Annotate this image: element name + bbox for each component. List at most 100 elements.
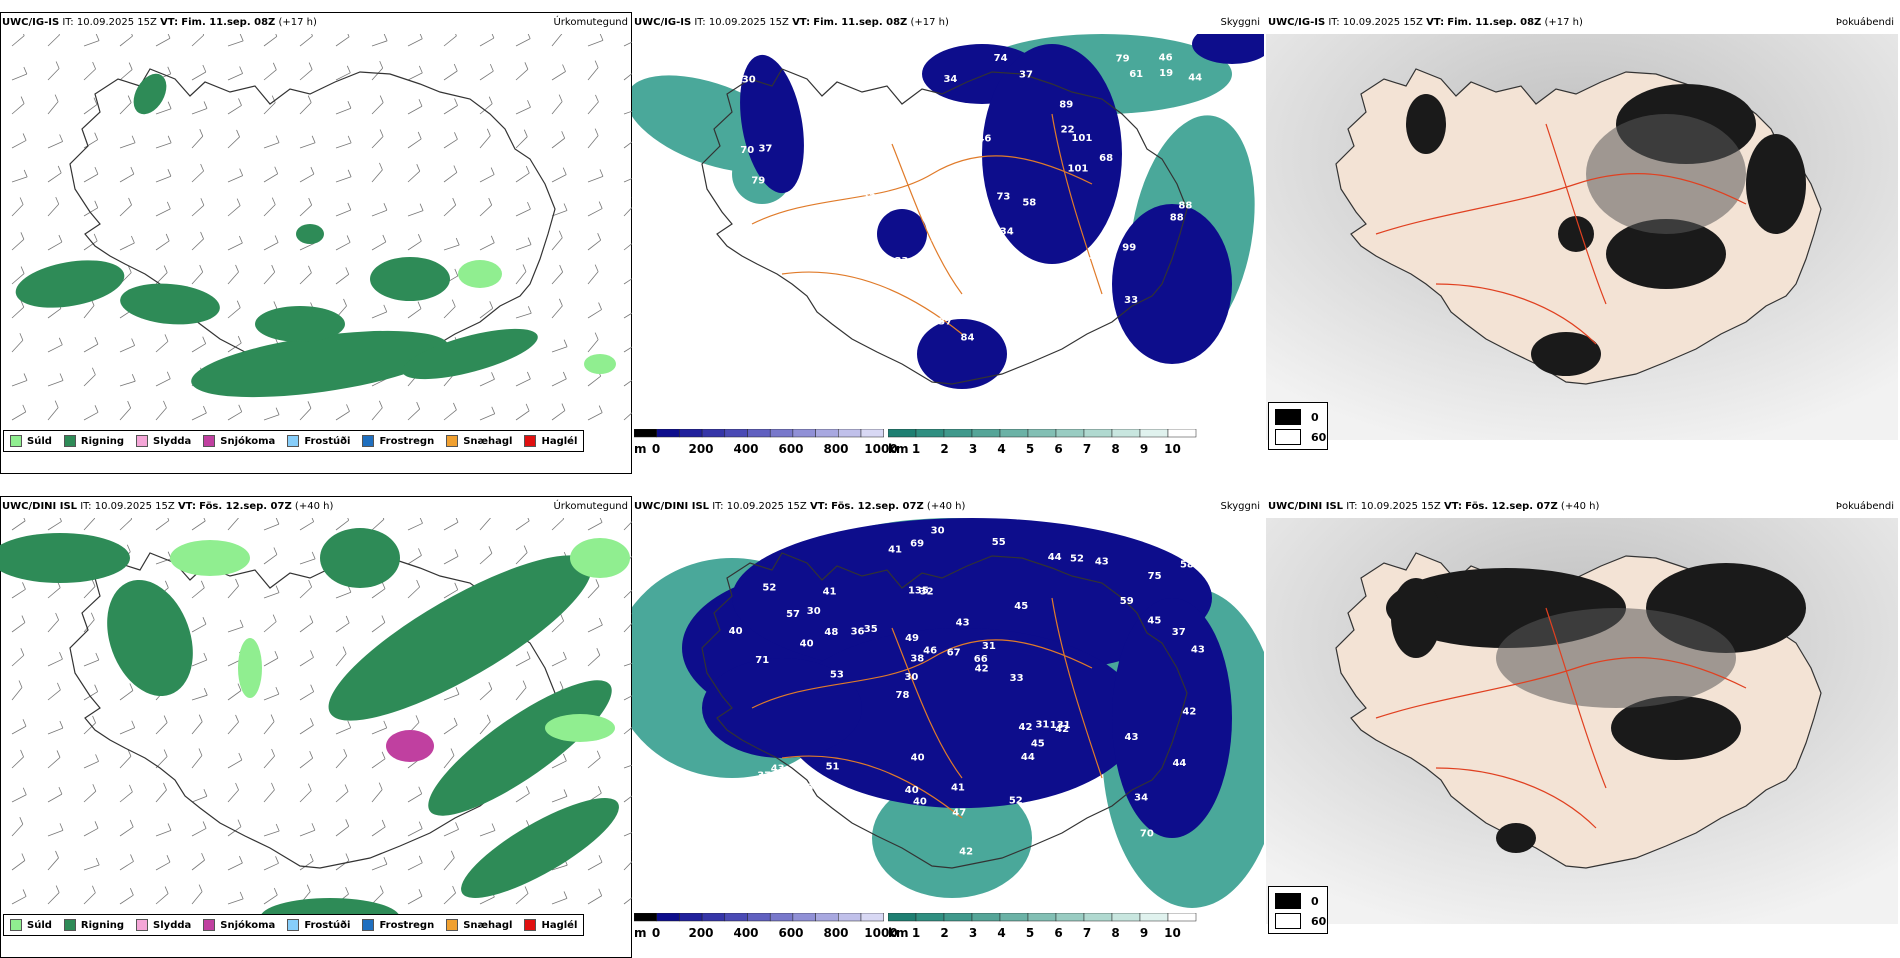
visibility-value: 34: [736, 814, 750, 825]
visibility-value: 58: [755, 805, 769, 816]
variable-name: Skyggni: [1220, 17, 1260, 28]
visibility-value: 42: [1182, 707, 1196, 718]
snow-areas: [386, 730, 434, 762]
m-scale-bar: [634, 913, 884, 927]
visibility-value: 16: [778, 851, 792, 862]
scale-tick: 7: [1083, 442, 1091, 456]
scale-tick: 5: [1026, 926, 1034, 940]
visibility-value: 44: [1048, 552, 1062, 563]
visibility-value: 58: [1180, 559, 1194, 570]
valid-label: VT:: [810, 501, 828, 512]
fog-legend-row: 0: [1275, 409, 1319, 425]
run-header: UWC/DINI ISL IT: 10.09.2025 15Z VT: Fös.…: [634, 501, 965, 512]
fog-legend-swatch: [1275, 913, 1301, 929]
visibility-map: 7071757845551354343353434323142526943424…: [632, 518, 1264, 924]
visibility-value: 84: [814, 149, 828, 160]
legend-swatch: [10, 435, 22, 447]
visibility-value: 41: [888, 544, 902, 555]
visibility-panel: UWC/IG-IS IT: 10.09.2025 15Z VT: Fim. 11…: [632, 12, 1264, 474]
legend-label: Snjókoma: [220, 920, 275, 931]
visibility-value: 37: [1019, 69, 1033, 80]
lead-time: (+40 h): [295, 501, 333, 512]
legend-item: Snjókoma: [203, 919, 275, 931]
variable-name: Þokuábendi: [1836, 501, 1894, 512]
visibility-value: 40: [729, 626, 743, 637]
scale-tick: 200: [688, 926, 713, 940]
scale-tick: 3: [969, 442, 977, 456]
visibility-value: 22: [1061, 125, 1075, 136]
lead-time: (+40 h): [1561, 501, 1599, 512]
legend-swatch: [203, 919, 215, 931]
scale-tick: 800: [823, 442, 848, 456]
visibility-value: 78: [826, 166, 840, 177]
scale-tick: 10: [1164, 442, 1181, 456]
legend-swatch: [524, 919, 536, 931]
visibility-value: 43: [771, 764, 785, 775]
visibility-value: 46: [1159, 53, 1173, 64]
run-header: UWC/DINI ISL IT: 10.09.2025 15Z VT: Fös.…: [2, 501, 333, 512]
scale-tick: 400: [733, 442, 758, 456]
legend-swatch: [10, 919, 22, 931]
legend-swatch: [203, 435, 215, 447]
visibility-value: 45: [1031, 739, 1045, 750]
scale-tick: 3: [969, 926, 977, 940]
fog-legend-swatch: [1275, 429, 1301, 445]
visibility-value: 114: [987, 257, 1008, 268]
valid-time: Fim. 11.sep. 08Z: [1447, 17, 1541, 28]
visibility-value: 33: [824, 824, 838, 835]
run-header: UWC/IG-IS IT: 10.09.2025 15Z VT: Fim. 11…: [2, 17, 317, 28]
legend-item: Frostúði: [287, 919, 350, 931]
visibility-value: 101: [1067, 164, 1088, 175]
visibility-value: 91: [862, 75, 876, 86]
visibility-value: 44: [1021, 752, 1035, 763]
legend-item: Snæhagl: [446, 919, 512, 931]
scale-tick: 400: [733, 926, 758, 940]
visibility-value: 84: [1027, 339, 1041, 350]
fog-legend-value: 60: [1311, 915, 1326, 928]
legend-swatch: [136, 919, 148, 931]
fog-index-mid: [1496, 608, 1736, 708]
legend-swatch: [524, 435, 536, 447]
legend-swatch: [446, 435, 458, 447]
init-label: IT:: [80, 501, 91, 512]
visibility-value: 73: [996, 192, 1010, 203]
scale-unit: km: [888, 926, 908, 940]
visibility-value: 131: [1050, 720, 1071, 731]
km-scale-bar: [888, 913, 1198, 927]
variable-name: Úrkomutegund: [553, 501, 628, 512]
scale-tick: 200: [688, 442, 713, 456]
visibility-value: 46: [977, 134, 991, 145]
scale-tick: 7: [1083, 926, 1091, 940]
legend-item: Súld: [10, 435, 52, 447]
legend-swatch: [362, 435, 374, 447]
legend-label: Frostregn: [379, 920, 434, 931]
visibility-value: 58: [1089, 251, 1103, 262]
visibility-value: 37: [1172, 627, 1186, 638]
init-time: 10.09.2025 15Z: [1361, 501, 1441, 512]
visibility-value: 55: [1043, 278, 1057, 289]
visibility-panel: UWC/DINI ISL IT: 10.09.2025 15Z VT: Fös.…: [632, 496, 1264, 958]
legend-label: Rigning: [81, 436, 124, 447]
visibility-value: 57: [777, 299, 791, 310]
visibility-value: 57: [786, 609, 800, 620]
fog-legend-swatch: [1275, 893, 1301, 909]
km-scale-bar: [888, 429, 1198, 443]
legend-item: Slydda: [136, 919, 191, 931]
init-label: IT:: [1328, 17, 1339, 28]
init-time: 10.09.2025 15Z: [95, 501, 175, 512]
legend-item: Haglél: [524, 919, 577, 931]
scale-tick: 600: [778, 442, 803, 456]
visibility-value: 48: [735, 799, 749, 810]
visibility-value: 43: [1095, 557, 1109, 568]
visibility-value: 33: [931, 234, 945, 245]
legend-label: Slydda: [153, 920, 191, 931]
visibility-value: 68: [1099, 153, 1113, 164]
legend-swatch: [446, 919, 458, 931]
visibility-value: 47: [952, 808, 966, 819]
visibility-value: 61: [890, 314, 904, 325]
valid-time: Fös. 12.sep. 07Z: [831, 501, 924, 512]
visibility-value: 39: [1041, 266, 1055, 277]
visibility-value: 74: [1083, 310, 1097, 321]
